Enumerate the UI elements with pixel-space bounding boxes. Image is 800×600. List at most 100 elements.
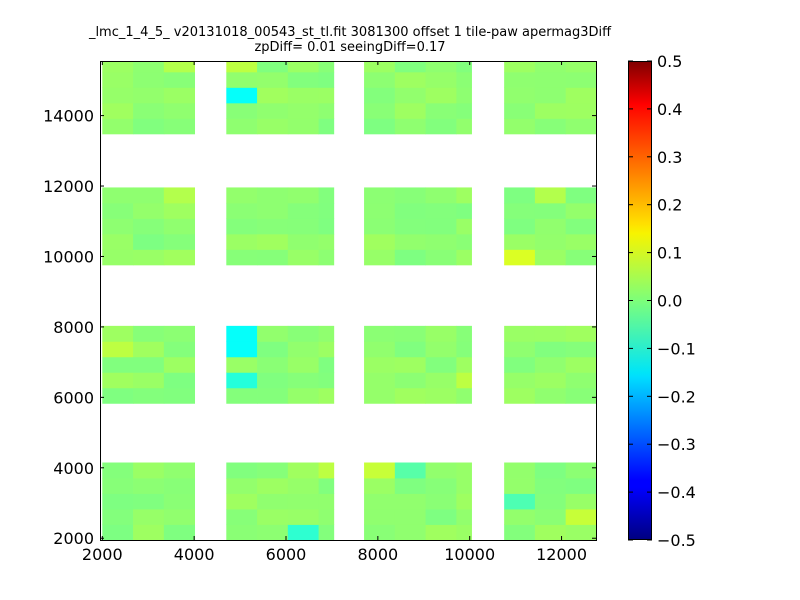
heatmap-cell: [318, 478, 335, 494]
heatmap-cell: [425, 387, 457, 404]
heatmap-cell: [102, 61, 134, 73]
heatmap-cell: [534, 493, 567, 510]
heatmap-cell: [287, 325, 320, 342]
heatmap-cell: [456, 118, 472, 135]
heatmap-cell: [534, 356, 567, 373]
heatmap-cell: [226, 249, 258, 266]
heatmap-cell: [133, 356, 165, 373]
heatmap-cell: [102, 118, 134, 135]
heatmap-cell: [318, 509, 335, 525]
heatmap-cell: [565, 187, 596, 204]
heatmap-cell: [226, 387, 258, 404]
heatmap-cell: [534, 509, 567, 525]
heatmap-cell: [394, 509, 427, 525]
heatmap-cell: [565, 341, 596, 358]
heatmap-cell: [163, 202, 196, 219]
heatmap-cell: [226, 202, 258, 219]
heatmap-cell: [364, 341, 396, 358]
heatmap-cell: [287, 356, 320, 373]
heatmap-cell: [257, 187, 289, 204]
y-tick-label: 4000: [53, 459, 94, 478]
x-tick-label: 4000: [174, 545, 215, 564]
heatmap-cell: [257, 372, 289, 389]
heatmap-cell: [534, 325, 567, 342]
heatmap-cell: [163, 524, 196, 540]
heatmap-cell: [456, 71, 472, 88]
heatmap-cell: [565, 249, 596, 266]
heatmap-cell: [504, 218, 536, 235]
heatmap-cell: [226, 102, 258, 119]
heatmap-cell: [456, 249, 472, 266]
heatmap-cell: [102, 325, 134, 342]
heatmap-cell: [364, 462, 396, 479]
heatmap-cell: [394, 387, 427, 404]
heatmap-cell: [133, 372, 165, 389]
heatmap-cell: [102, 341, 134, 358]
heatmap-cell: [565, 387, 596, 404]
heatmap-cell: [318, 325, 335, 342]
heatmap-cell: [565, 87, 596, 104]
heatmap-cell: [257, 341, 289, 358]
heatmap-cell: [102, 356, 134, 373]
heatmap-cell: [102, 249, 134, 266]
heatmap-cell: [226, 218, 258, 235]
heatmap-cell: [534, 71, 567, 88]
heatmap-cell: [226, 462, 258, 479]
heatmap-cell: [394, 187, 427, 204]
heatmap-cell: [226, 493, 258, 510]
heatmap-cell: [456, 187, 472, 204]
heatmap-cell: [318, 356, 335, 373]
heatmap-cell: [133, 325, 165, 342]
heatmap-cell: [394, 493, 427, 510]
colorbar-tick-label: −0.2: [657, 387, 696, 406]
heatmap-cell: [257, 462, 289, 479]
heatmap-cell: [102, 87, 134, 104]
heatmap-cell: [133, 218, 165, 235]
heatmap-cell: [425, 218, 457, 235]
heatmap-cell: [565, 233, 596, 250]
heatmap-cell: [257, 509, 289, 525]
heatmap-cell: [133, 462, 165, 479]
heatmap-cell: [257, 218, 289, 235]
heatmap-cell: [394, 524, 427, 540]
y-tick-label: 6000: [53, 388, 94, 407]
heatmap-cell: [504, 493, 536, 510]
heatmap-cell: [456, 325, 472, 342]
heatmap-cell: [163, 71, 196, 88]
heatmap-cell: [425, 325, 457, 342]
heatmap-cell: [504, 202, 536, 219]
heatmap-cell: [534, 462, 567, 479]
heatmap-cell: [318, 233, 335, 250]
heatmap-cell: [287, 462, 320, 479]
heatmap-cell: [102, 71, 134, 88]
heatmap-cell: [226, 478, 258, 494]
heatmap-cell: [318, 372, 335, 389]
heatmap-cell: [364, 387, 396, 404]
heatmap-cell: [163, 249, 196, 266]
heatmap-cell: [226, 524, 258, 540]
heatmap-cell: [534, 372, 567, 389]
heatmap-cell: [287, 71, 320, 88]
heatmap-cell: [257, 387, 289, 404]
heatmap-cell: [318, 387, 335, 404]
heatmap-cell: [504, 87, 536, 104]
heatmap-cell: [425, 462, 457, 479]
heatmap-cell: [565, 478, 596, 494]
heatmap-cell: [364, 71, 396, 88]
heatmap-cell: [226, 372, 258, 389]
heatmap-cell: [394, 341, 427, 358]
heatmap-cell: [565, 356, 596, 373]
heatmap-cell: [565, 61, 596, 73]
heatmap-cell: [456, 509, 472, 525]
heatmap-cell: [504, 71, 536, 88]
heatmap-cell: [133, 71, 165, 88]
heatmap-cell: [287, 249, 320, 266]
chart-subtitle: zpDiff= 0.01 seeingDiff=0.17: [254, 40, 446, 55]
heatmap-cell: [226, 233, 258, 250]
heatmap-cell: [456, 387, 472, 404]
heatmap-cell: [504, 462, 536, 479]
heatmap-cell: [364, 249, 396, 266]
heatmap-cell: [565, 325, 596, 342]
heatmap-cell: [318, 341, 335, 358]
